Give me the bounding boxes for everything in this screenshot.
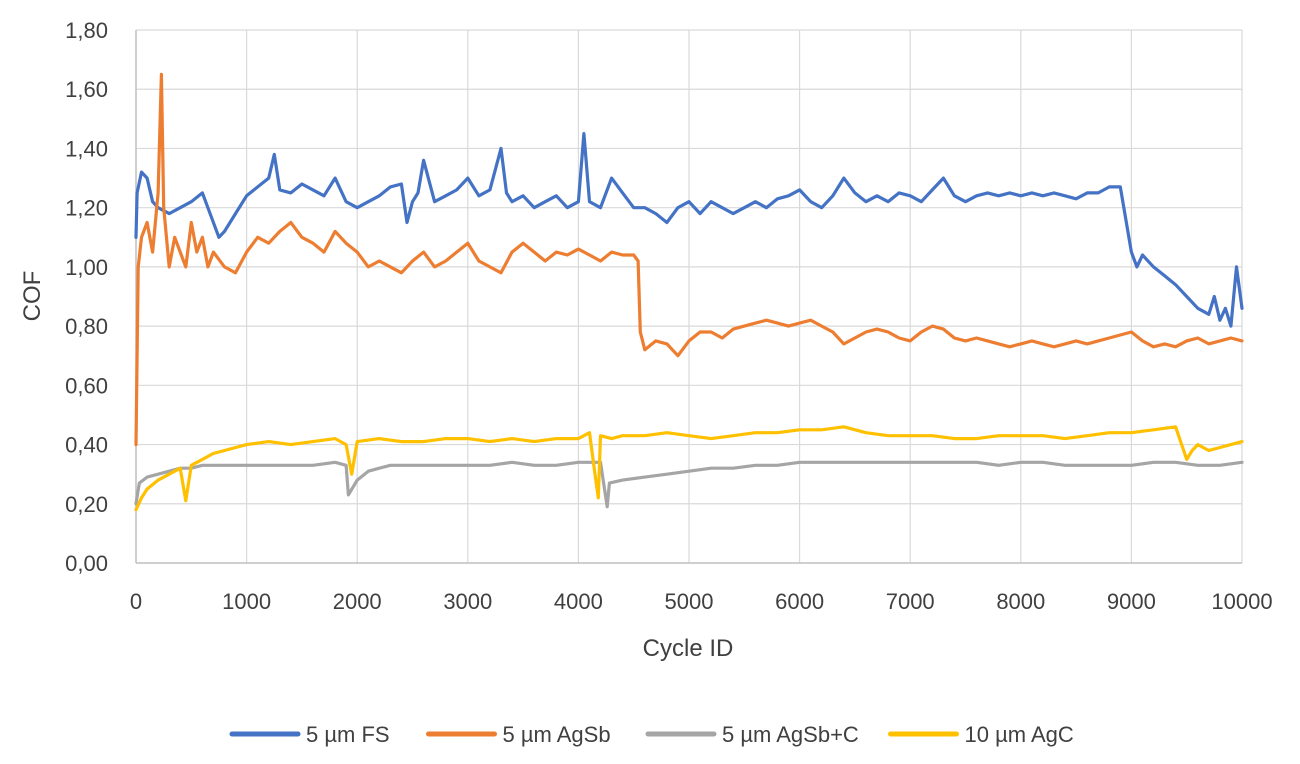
x-tick-label: 5000 xyxy=(665,589,714,614)
legend-label-4: 10 µm AgC xyxy=(965,722,1074,747)
x-tick-label: 4000 xyxy=(554,589,603,614)
legend: 5 µm FS 5 µm AgSb 5 µm AgSb+C 10 µm AgC xyxy=(229,722,1074,747)
series-lines xyxy=(134,72,1244,512)
y-tick-label: 1,40 xyxy=(65,136,108,161)
y-tick-label: 0,80 xyxy=(65,314,108,339)
y-tick-label: 0,20 xyxy=(65,492,108,517)
gridlines xyxy=(136,29,1243,563)
x-tick-label: 10000 xyxy=(1211,589,1272,614)
x-axis-title: Cycle ID xyxy=(643,635,734,662)
y-tick-label: 1,60 xyxy=(65,77,108,102)
x-tick-label: 1000 xyxy=(222,589,271,614)
legend-label-2: 5 µm AgSb xyxy=(503,722,611,747)
x-tick-label: 6000 xyxy=(775,589,824,614)
y-tick-labels: 0,00 0,20 0,40 0,60 0,80 1,00 1,20 1,40 1,60 1,80 xyxy=(65,18,108,576)
legend-label-1: 5 µm FS xyxy=(306,722,390,747)
x-tick-label: 7000 xyxy=(886,589,935,614)
x-tick-label: 3000 xyxy=(443,589,492,614)
x-tick-label: 9000 xyxy=(1107,589,1156,614)
legend-label-3: 5 µm AgSb+C xyxy=(722,722,859,747)
x-tick-label: 0 xyxy=(130,589,142,614)
x-tick-label: 2000 xyxy=(333,589,382,614)
y-tick-label: 1,00 xyxy=(65,255,108,280)
y-tick-label: 1,20 xyxy=(65,196,108,221)
series-line-1 xyxy=(134,132,1244,328)
x-tick-label: 8000 xyxy=(996,589,1045,614)
y-tick-label: 0,00 xyxy=(65,551,108,576)
series-line-4 xyxy=(134,425,1244,512)
y-axis-title: COF xyxy=(19,271,46,322)
axes xyxy=(135,30,1242,564)
y-tick-label: 1,80 xyxy=(65,18,108,43)
x-tick-labels: 0 1000 2000 3000 4000 5000 6000 7000 8000 9000 100… xyxy=(130,589,1273,614)
y-tick-label: 0,60 xyxy=(65,373,108,398)
series-line-2 xyxy=(134,72,1244,447)
y-tick-label: 0,40 xyxy=(65,433,108,458)
